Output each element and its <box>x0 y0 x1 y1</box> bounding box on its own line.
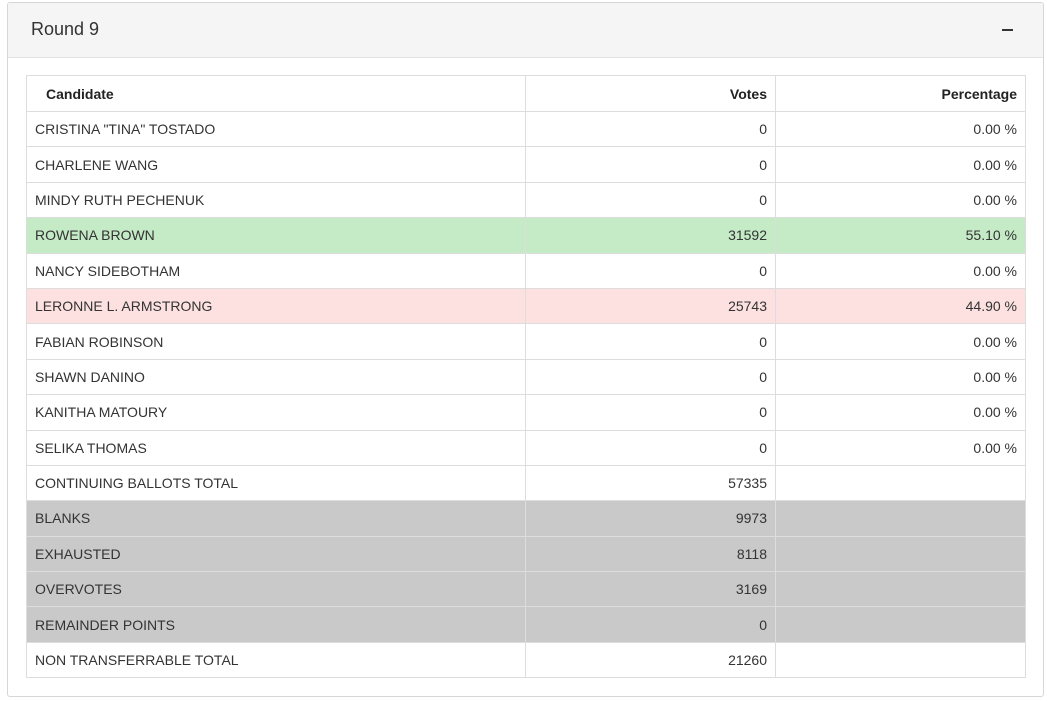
table-row: MINDY RUTH PECHENUK 0 0.00 % <box>26 181 1026 219</box>
table-row: ROWENA BROWN 31592 55.10 % <box>26 217 1026 254</box>
table-row: CHARLENE WANG 0 0.00 % <box>26 146 1026 183</box>
table-row: SHAWN DANINO 0 0.00 % <box>26 358 1026 396</box>
votes-cell: 0 <box>525 394 776 431</box>
votes-cell: 0 <box>525 323 776 360</box>
table-header-row: Candidate Votes Percentage <box>26 75 1026 112</box>
candidate-cell: OVERVOTES <box>26 571 526 608</box>
table-row: KANITHA MATOURY 0 0.00 % <box>26 394 1026 431</box>
table-row: SELIKA THOMAS 0 0.00 % <box>26 429 1026 466</box>
candidate-cell: EXHAUSTED <box>26 535 526 573</box>
votes-cell: 0 <box>525 146 776 183</box>
candidate-cell: ROWENA BROWN <box>26 217 526 254</box>
percentage-cell <box>775 464 1026 502</box>
percentage-cell: 0.00 % <box>775 252 1026 289</box>
percentage-cell <box>775 641 1026 679</box>
results-table: Candidate Votes Percentage CRISTINA "TIN… <box>26 75 1026 679</box>
round-title: Round 9 <box>31 19 100 39</box>
table-row: NANCY SIDEBOTHAM 0 0.00 % <box>26 252 1026 289</box>
percentage-cell <box>775 500 1026 537</box>
table-row: EXHAUSTED 8118 <box>26 535 1026 573</box>
round-panel-header[interactable]: Round 9 <box>8 3 1043 58</box>
percentage-cell: 0.00 % <box>775 181 1026 219</box>
votes-cell: 25743 <box>525 287 776 325</box>
percentage-cell: 44.90 % <box>775 287 1026 325</box>
percentage-cell: 0.00 % <box>775 146 1026 183</box>
candidate-cell: NANCY SIDEBOTHAM <box>26 252 526 289</box>
minus-icon <box>1001 29 1013 31</box>
candidate-cell: SELIKA THOMAS <box>26 429 526 466</box>
votes-cell: 3169 <box>525 571 776 608</box>
percentage-cell: 0.00 % <box>775 358 1026 396</box>
candidate-cell: BLANKS <box>26 500 526 537</box>
collapse-button[interactable] <box>997 17 1017 43</box>
table-row: CRISTINA "TINA" TOSTADO 0 0.00 % <box>26 110 1026 148</box>
votes-cell: 8118 <box>525 535 776 573</box>
round-panel: Round 9 Candidate Votes Percentage CRIST… <box>7 2 1044 697</box>
percentage-cell: 0.00 % <box>775 323 1026 360</box>
votes-cell: 0 <box>525 252 776 289</box>
votes-cell: 0 <box>525 110 776 148</box>
header-votes: Votes <box>525 75 776 112</box>
votes-cell: 21260 <box>525 641 776 679</box>
votes-cell: 0 <box>525 181 776 219</box>
percentage-cell <box>775 571 1026 608</box>
percentage-cell <box>775 535 1026 573</box>
candidate-cell: CRISTINA "TINA" TOSTADO <box>26 110 526 148</box>
table-row: NON TRANSFERRABLE TOTAL 21260 <box>26 641 1026 679</box>
candidate-cell: NON TRANSFERRABLE TOTAL <box>26 641 526 679</box>
table-row: BLANKS 9973 <box>26 500 1026 537</box>
table-row: LERONNE L. ARMSTRONG 25743 44.90 % <box>26 287 1026 325</box>
candidate-cell: MINDY RUTH PECHENUK <box>26 181 526 219</box>
candidate-cell: CHARLENE WANG <box>26 146 526 183</box>
table-row: FABIAN ROBINSON 0 0.00 % <box>26 323 1026 360</box>
percentage-cell: 0.00 % <box>775 110 1026 148</box>
candidate-cell: LERONNE L. ARMSTRONG <box>26 287 526 325</box>
percentage-cell: 55.10 % <box>775 217 1026 254</box>
votes-cell: 0 <box>525 358 776 396</box>
percentage-cell: 0.00 % <box>775 394 1026 431</box>
header-candidate: Candidate <box>26 75 526 112</box>
votes-cell: 0 <box>525 606 776 643</box>
votes-cell: 0 <box>525 429 776 466</box>
percentage-cell: 0.00 % <box>775 429 1026 466</box>
votes-cell: 9973 <box>525 500 776 537</box>
results-body: CRISTINA "TINA" TOSTADO 0 0.00 % CHARLENE W… <box>26 110 1026 679</box>
votes-cell: 57335 <box>525 464 776 502</box>
table-row: OVERVOTES 3169 <box>26 571 1026 608</box>
candidate-cell: CONTINUING BALLOTS TOTAL <box>26 464 526 502</box>
table-row: REMAINDER POINTS 0 <box>26 606 1026 643</box>
header-percentage: Percentage <box>775 75 1026 112</box>
percentage-cell <box>775 606 1026 643</box>
table-row: CONTINUING BALLOTS TOTAL 57335 <box>26 464 1026 502</box>
candidate-cell: REMAINDER POINTS <box>26 606 526 643</box>
votes-cell: 31592 <box>525 217 776 254</box>
candidate-cell: FABIAN ROBINSON <box>26 323 526 360</box>
candidate-cell: SHAWN DANINO <box>26 358 526 396</box>
candidate-cell: KANITHA MATOURY <box>26 394 526 431</box>
